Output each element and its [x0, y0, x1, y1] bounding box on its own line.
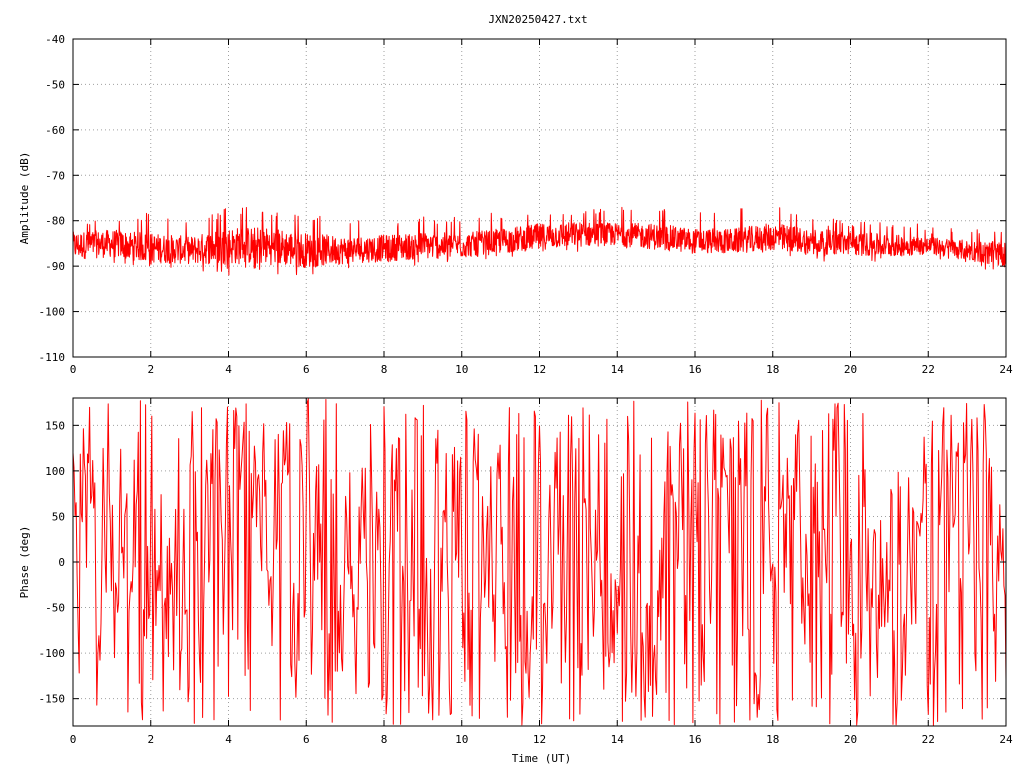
- x-tick-label: 18: [766, 363, 779, 376]
- x-tick-label: 14: [611, 363, 625, 376]
- x-tick-label: 8: [381, 733, 388, 746]
- x-tick-label: 24: [999, 733, 1013, 746]
- x-tick-label: 4: [225, 363, 232, 376]
- x-tick-label: 22: [922, 733, 935, 746]
- x-axis-label: Time (UT): [512, 752, 572, 765]
- x-tick-label: 20: [844, 733, 857, 746]
- x-tick-label: 24: [999, 363, 1013, 376]
- y-tick-label: -90: [45, 260, 65, 273]
- data-trace: [72, 206, 1007, 276]
- y-tick-label: 100: [45, 465, 65, 478]
- y-tick-label: 0: [58, 556, 65, 569]
- y-tick-label: 50: [52, 510, 65, 523]
- data-trace: [72, 398, 1007, 726]
- x-tick-label: 22: [922, 363, 935, 376]
- y-tick-label: -100: [39, 306, 66, 319]
- x-tick-label: 12: [533, 363, 546, 376]
- y-tick-label: -110: [39, 351, 66, 364]
- x-tick-label: 20: [844, 363, 857, 376]
- x-tick-label: 10: [455, 363, 468, 376]
- x-tick-label: 4: [225, 733, 232, 746]
- x-tick-label: 0: [70, 733, 77, 746]
- y-tick-label: -70: [45, 169, 65, 182]
- y-tick-label: 150: [45, 419, 65, 432]
- x-tick-label: 2: [147, 733, 154, 746]
- x-tick-label: 8: [381, 363, 388, 376]
- x-tick-label: 14: [611, 733, 625, 746]
- chart-title: JXN20250427.txt: [488, 13, 587, 26]
- x-tick-label: 16: [688, 363, 701, 376]
- y-tick-label: -50: [45, 78, 65, 91]
- x-tick-label: 12: [533, 733, 546, 746]
- x-tick-label: 16: [688, 733, 701, 746]
- y-tick-label: -100: [39, 647, 66, 660]
- x-tick-label: 10: [455, 733, 468, 746]
- y-tick-label: -40: [45, 33, 65, 46]
- x-tick-label: 2: [147, 363, 154, 376]
- y-tick-label: -60: [45, 124, 65, 137]
- y-tick-label: -80: [45, 215, 65, 228]
- x-tick-label: 18: [766, 733, 779, 746]
- phase-panel: 0 2 4 6 8 10 12 14 16 18 20 22 24150100500-50-100-15…: [18, 397, 1013, 765]
- plot-frame: [72, 38, 1007, 358]
- y-tick-label: -50: [45, 602, 65, 615]
- amplitude-panel: 0 2 4 6 8 10 12 14 16 18 20 22 24-40-50-60-70-80-90-…: [18, 33, 1013, 376]
- y-axis-label: Phase (deg): [18, 526, 31, 599]
- x-tick-label: 6: [303, 733, 310, 746]
- y-axis-label: Amplitude (dB): [18, 152, 31, 245]
- x-tick-label: 0: [70, 363, 77, 376]
- y-tick-label: -150: [39, 693, 66, 706]
- x-tick-label: 6: [303, 363, 310, 376]
